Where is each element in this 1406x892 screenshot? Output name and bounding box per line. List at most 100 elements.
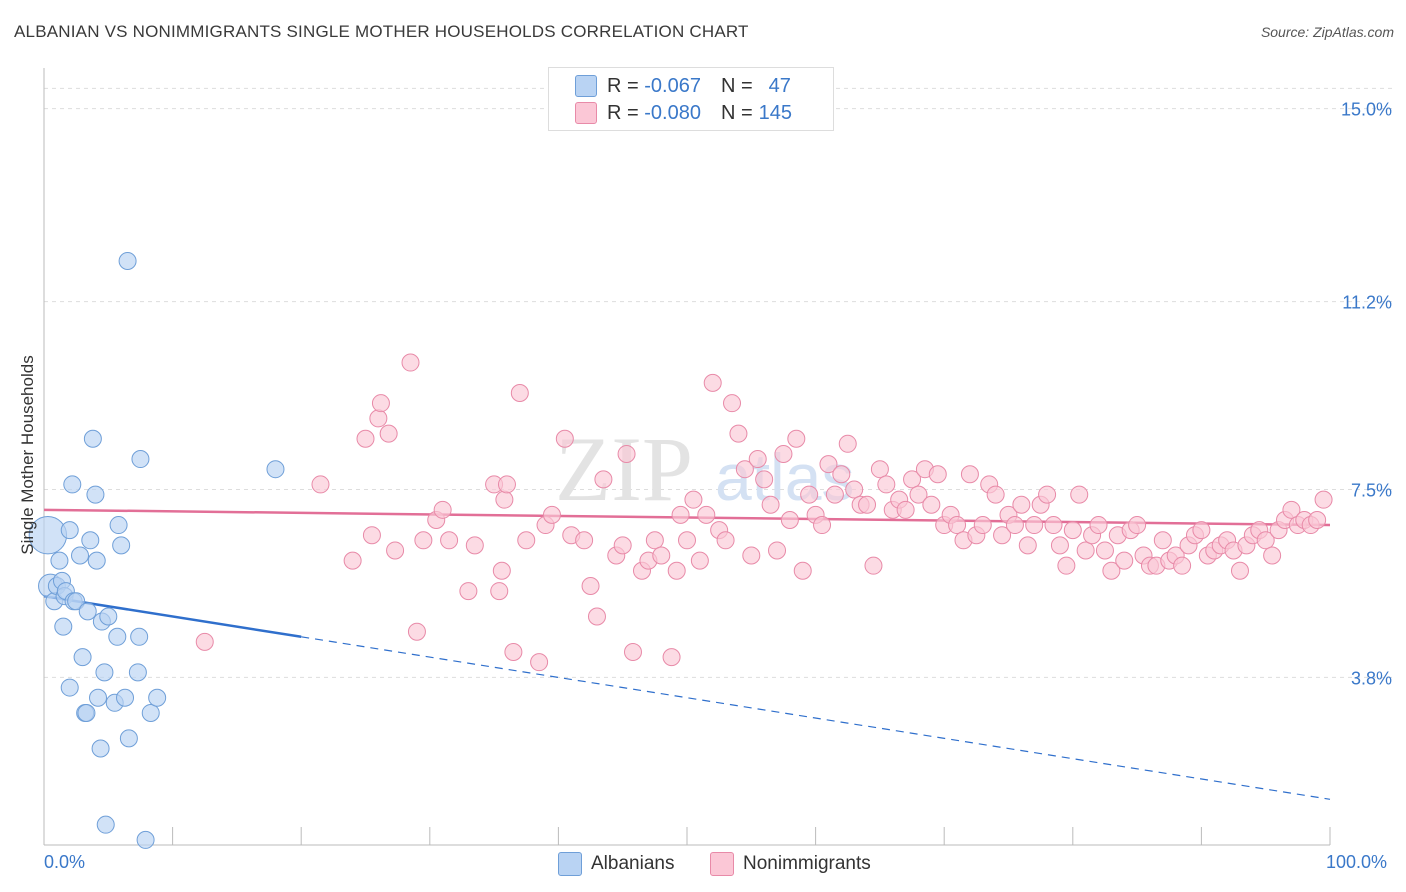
albanians-point [96,815,115,834]
nonimmigrants-point [1076,541,1095,560]
albanians-point [141,703,160,722]
nonimmigrants-point [1263,546,1282,565]
y-tick-label: 7.5% [1351,481,1392,501]
stats-legend: R = -0.067 N = 47 R = -0.080 N = 145 [548,67,834,131]
nonimmigrants-point [1153,531,1172,550]
nonimmigrants-point [845,480,864,499]
nonimmigrants-point [1128,516,1147,535]
albanians-point [148,688,167,707]
nonimmigrants-point [703,373,722,392]
nonimmigrants-point [896,500,915,519]
albanians-point [136,830,155,849]
albanians-point [130,627,149,646]
nonimmigrants-point [613,536,632,555]
nonimmigrants-point [877,475,896,494]
n-value: 47 [768,74,791,97]
nonimmigrants-point [490,582,509,601]
y-tick-labels: 3.8% 7.5% 11.2% 15.0% [1341,100,1392,689]
nonimmigrants-point [1089,516,1108,535]
nonimmigrants-point [774,444,793,463]
nonimmigrants-point [1095,541,1114,560]
albanians-point [128,663,147,682]
chart-title: ALBANIAN VS NONIMMIGRANTS SINGLE MOTHER … [14,22,749,41]
x-tick-min: 0.0% [44,852,86,872]
nonimmigrants-point [864,556,883,575]
nonimmigrants-point [1057,556,1076,575]
albanians-point [119,729,138,748]
nonimmigrants-point [903,470,922,489]
albanians-point [81,531,100,550]
nonimmigrants-point [1308,510,1327,529]
nonimmigrants-point [623,643,642,662]
nonimmigrants-point [617,444,636,463]
albanians-point [108,627,127,646]
nonimmigrants-point [755,470,774,489]
nonimmigrants-point [311,475,330,494]
nonimmigrants-point [504,643,523,662]
albanians-point [112,536,131,555]
r-value: -0.067 [644,74,701,97]
nonimmigrants-swatch [575,102,597,124]
albanians-point [78,602,97,621]
nonimmigrants-point [1070,485,1089,504]
nonimmigrants-point [1018,536,1037,555]
source-label: Source: ZipAtlas.com [1260,24,1394,40]
nonimmigrants-point [684,490,703,509]
albanians-point [109,516,128,535]
nonimmigrants-point [729,424,748,443]
albanians-point [73,648,92,667]
nonimmigrants-point [343,551,362,570]
albanians-point [131,450,150,469]
nonimmigrants-point [716,531,735,550]
nonimmigrants-point [819,455,838,474]
nonimmigrants-point [813,516,832,535]
nonimmigrants-point [948,516,967,535]
albanians-point [266,460,285,479]
albanians-point [63,475,82,494]
nonimmigrants-point [973,516,992,535]
nonimmigrants-point [780,510,799,529]
albanians-point [77,703,96,722]
nonimmigrants-point [492,561,511,580]
y-axis-label: Single Mother Households [18,355,37,555]
r-value: -0.080 [644,101,701,124]
albanians-point [86,485,105,504]
albanians-point [54,617,73,636]
nonimmigrants-point [407,622,426,641]
nonimmigrants-point [379,424,398,443]
albanians-point [118,251,137,270]
nonimmigrants-point [690,551,709,570]
legend-item-albanians[interactable]: Albanians [558,852,674,876]
stats-row-nonimmigrants: R = -0.080 N = 145 [575,100,792,126]
legend-label-albanians: Albanians [591,853,675,874]
nonimmigrants-point [662,648,681,667]
nonimmigrants-point [838,434,857,453]
nonimmigrants-point [671,505,690,524]
nonimmigrants-point [742,546,761,565]
nonimmigrants-point [542,505,561,524]
nonimmigrants-point [986,485,1005,504]
nonimmigrants-point [1230,561,1249,580]
nonimmigrants-point [800,485,819,504]
watermark: ZIP atlas [555,418,854,520]
albanians-point [95,663,114,682]
nonimmigrants-point [555,429,574,448]
n-value: 145 [758,101,793,124]
y-tick-label: 15.0% [1341,100,1392,120]
albanians-point [60,521,79,540]
nonimmigrants-point [768,541,787,560]
nonimmigrants-point [517,531,536,550]
n-label: N = [720,74,753,97]
nonimmigrants-point [530,653,549,672]
legend-item-nonimmigrants[interactable]: Nonimmigrants [710,852,871,876]
nonimmigrants-point [356,429,375,448]
nonimmigrants-point [1005,516,1024,535]
nonimmigrants-point [922,495,941,514]
nonimmigrants-point [697,505,716,524]
nonimmigrants-point [723,394,742,413]
axes [43,68,1331,846]
albanians-point [50,551,69,570]
albanians-legend-swatch [558,852,582,876]
nonimmigrants-point [1102,561,1121,580]
